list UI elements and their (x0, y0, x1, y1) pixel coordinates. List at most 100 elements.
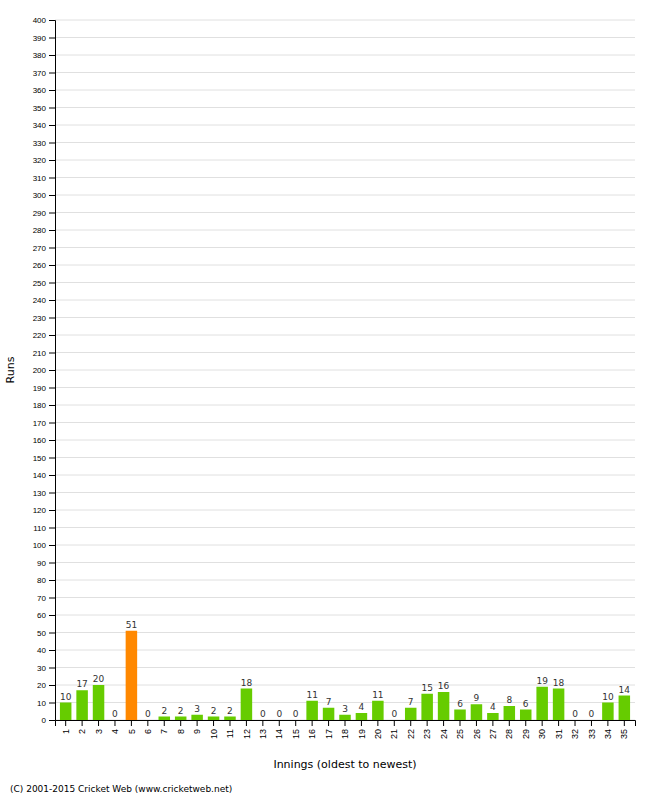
x-tick-label: 1 (61, 729, 71, 734)
data-label: 4 (490, 702, 496, 712)
x-tick: 2 (77, 720, 87, 734)
x-tick: 17 (324, 720, 334, 739)
bar (60, 703, 72, 721)
data-label: 2 (227, 706, 233, 716)
y-tick: 310 (33, 174, 55, 183)
bar (586, 720, 598, 721)
y-tick: 180 (33, 401, 55, 410)
x-tick-mark (114, 720, 115, 726)
x-tick-label: 31 (554, 729, 564, 739)
y-tick-mark (49, 615, 55, 616)
x-tick-mark (525, 720, 526, 726)
bar (471, 704, 483, 720)
grid-line (55, 370, 635, 371)
y-tick-label: 140 (33, 471, 47, 480)
bar (126, 631, 138, 720)
x-tick: 7 (159, 720, 169, 734)
x-tick: 30 (537, 720, 547, 739)
bar (438, 692, 450, 720)
x-tick: 9 (192, 720, 202, 734)
x-tick-label: 30 (537, 729, 547, 739)
x-tick-mark (180, 720, 181, 726)
y-tick: 210 (33, 349, 55, 358)
bar (224, 717, 236, 721)
data-label: 20 (93, 674, 105, 684)
x-tick: 15 (291, 720, 301, 739)
data-label: 2 (211, 706, 217, 716)
data-label: 7 (326, 697, 332, 707)
grid-line (55, 492, 635, 493)
x-tick-label: 32 (570, 729, 580, 739)
data-label: 3 (342, 704, 348, 714)
y-tick-label: 280 (33, 226, 47, 235)
y-tick-mark (49, 160, 55, 161)
x-tick-label: 22 (406, 729, 416, 739)
x-tick: 35 (619, 720, 629, 739)
footer: (C) 2001-2015 Cricket Web (www.cricketwe… (10, 784, 232, 794)
y-tick: 140 (33, 471, 55, 480)
data-label: 9 (474, 693, 480, 703)
x-axis-title: Innings (oldest to newest) (273, 758, 416, 771)
x-tick: 3 (94, 720, 104, 734)
y-tick-mark (49, 475, 55, 476)
y-tick-label: 10 (37, 699, 46, 708)
x-tick-mark (410, 720, 411, 726)
y-tick-label: 400 (33, 16, 47, 25)
x-tick: 32 (570, 720, 580, 739)
grid-line (55, 282, 635, 283)
y-tick-mark (49, 213, 55, 214)
bar (389, 720, 401, 721)
grid-line (55, 352, 635, 353)
y-tick-mark (49, 563, 55, 564)
grid-line (55, 37, 635, 38)
x-tick: 28 (504, 720, 514, 739)
bar (109, 720, 121, 721)
y-tick-mark (49, 195, 55, 196)
x-tick-mark (131, 720, 132, 726)
y-tick-mark (49, 458, 55, 459)
x-tick: 16 (307, 720, 317, 739)
y-tick-mark (49, 38, 55, 39)
bar (175, 717, 187, 721)
y-tick: 270 (33, 244, 55, 253)
x-tick-mark (377, 720, 378, 726)
x-tick: 19 (357, 720, 367, 739)
data-label: 10 (602, 692, 614, 702)
y-tick: 240 (33, 296, 55, 305)
x-tick-label: 8 (176, 729, 186, 734)
y-tick-label: 380 (33, 51, 47, 60)
x-tick-mark (229, 720, 230, 726)
y-tick: 90 (37, 559, 55, 568)
x-tick-mark (295, 720, 296, 726)
bar (487, 713, 499, 720)
y-tick: 390 (33, 34, 55, 43)
x-tick-label: 6 (143, 729, 153, 734)
y-tick-mark (49, 528, 55, 529)
y-tick: 60 (37, 611, 55, 620)
y-tick: 250 (33, 279, 55, 288)
bar (356, 713, 368, 720)
x-tick-label: 35 (619, 729, 629, 739)
bar (520, 710, 532, 721)
y-tick-label: 110 (33, 524, 46, 533)
x-tick-label: 15 (291, 729, 301, 739)
y-tick-mark (49, 248, 55, 249)
y-tick-mark (49, 720, 55, 721)
y-tick: 230 (33, 314, 55, 323)
y-tick-mark (49, 335, 55, 336)
x-tick-label: 27 (488, 729, 498, 739)
y-tick-label: 270 (33, 244, 47, 253)
y-tick: 320 (33, 156, 55, 165)
x-tick-label: 12 (242, 729, 252, 739)
data-labels: 1017200510223221800011734110715166948619… (60, 620, 630, 719)
grid-line (55, 510, 635, 511)
x-tick: 23 (422, 720, 432, 739)
y-axis-line (49, 21, 56, 721)
x-tick-label: 20 (373, 729, 383, 739)
x-tick: 18 (340, 720, 350, 739)
grid-line (55, 422, 635, 423)
x-tick-mark (607, 720, 608, 726)
x-tick: 29 (521, 720, 531, 739)
y-tick-mark (49, 300, 55, 301)
data-label: 7 (408, 697, 414, 707)
